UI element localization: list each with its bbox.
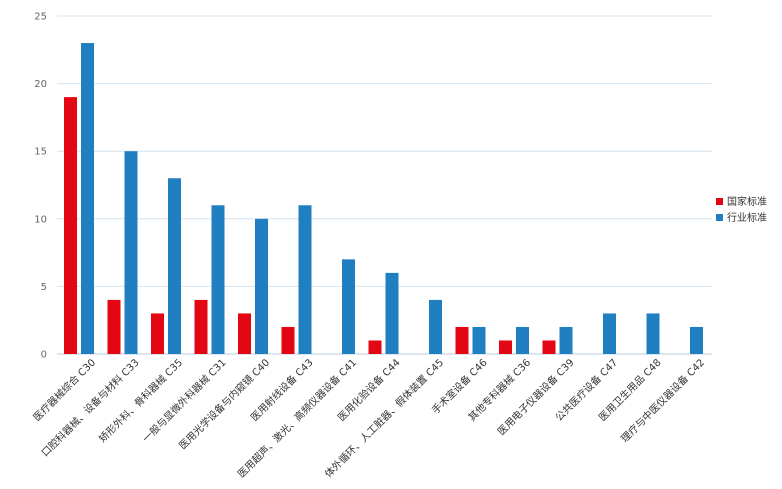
- x-category-label: 理疗与中医仪器设备 C42: [618, 356, 707, 445]
- bar-industry-8: [429, 299, 442, 354]
- bar-national-10: [499, 340, 512, 354]
- bar-national-1: [107, 299, 121, 354]
- bar-industry-4: [255, 218, 268, 354]
- bar-national-9: [455, 326, 469, 354]
- y-tick-label: 5: [41, 282, 47, 293]
- bar-national-3: [194, 299, 208, 354]
- bar-national-11: [542, 340, 556, 354]
- bar-national-0: [64, 97, 77, 355]
- bar-industry-11: [559, 326, 573, 354]
- bar-national-7: [368, 340, 382, 354]
- x-category-label: 医用光学设备与内窥镜 C40: [176, 356, 272, 452]
- bar-industry-2: [168, 178, 181, 354]
- bar-industry-6: [342, 259, 355, 354]
- y-tick-label: 0: [41, 350, 47, 361]
- y-tick-label: 10: [34, 214, 47, 225]
- bar-industry-3: [211, 205, 225, 354]
- bar-national-5: [281, 326, 295, 354]
- bar-national-2: [151, 313, 164, 354]
- bar-industry-7: [385, 272, 399, 354]
- x-category-label: 医用电子仪器设备 C39: [495, 356, 577, 438]
- bar-industry-10: [516, 326, 529, 354]
- bar-industry-1: [124, 151, 138, 354]
- legend-swatch-national: [716, 198, 723, 205]
- legend-label-industry: 行业标准: [727, 211, 767, 224]
- y-tick-label: 25: [34, 12, 47, 23]
- bar-industry-12: [603, 313, 616, 354]
- y-axis-ticks: 0 5 10 15 20 25: [34, 12, 47, 361]
- bar-industry-13: [646, 313, 660, 354]
- bar-industry-0: [81, 43, 94, 354]
- bar-industry-5: [298, 205, 312, 354]
- gridlines: [57, 15, 712, 355]
- x-category-label: 一般与显微外科器械 C31: [140, 356, 229, 445]
- legend-swatch-industry: [716, 214, 723, 221]
- legend-label-national: 国家标准: [727, 195, 767, 208]
- bar-national-4: [238, 313, 251, 354]
- x-category-label: 矫形外科、骨科器械 C35: [96, 356, 185, 445]
- bars: [64, 43, 703, 355]
- y-tick-label: 20: [34, 79, 47, 90]
- bar-industry-14: [690, 326, 703, 354]
- y-tick-label: 15: [34, 147, 47, 158]
- bar-industry-9: [472, 326, 486, 354]
